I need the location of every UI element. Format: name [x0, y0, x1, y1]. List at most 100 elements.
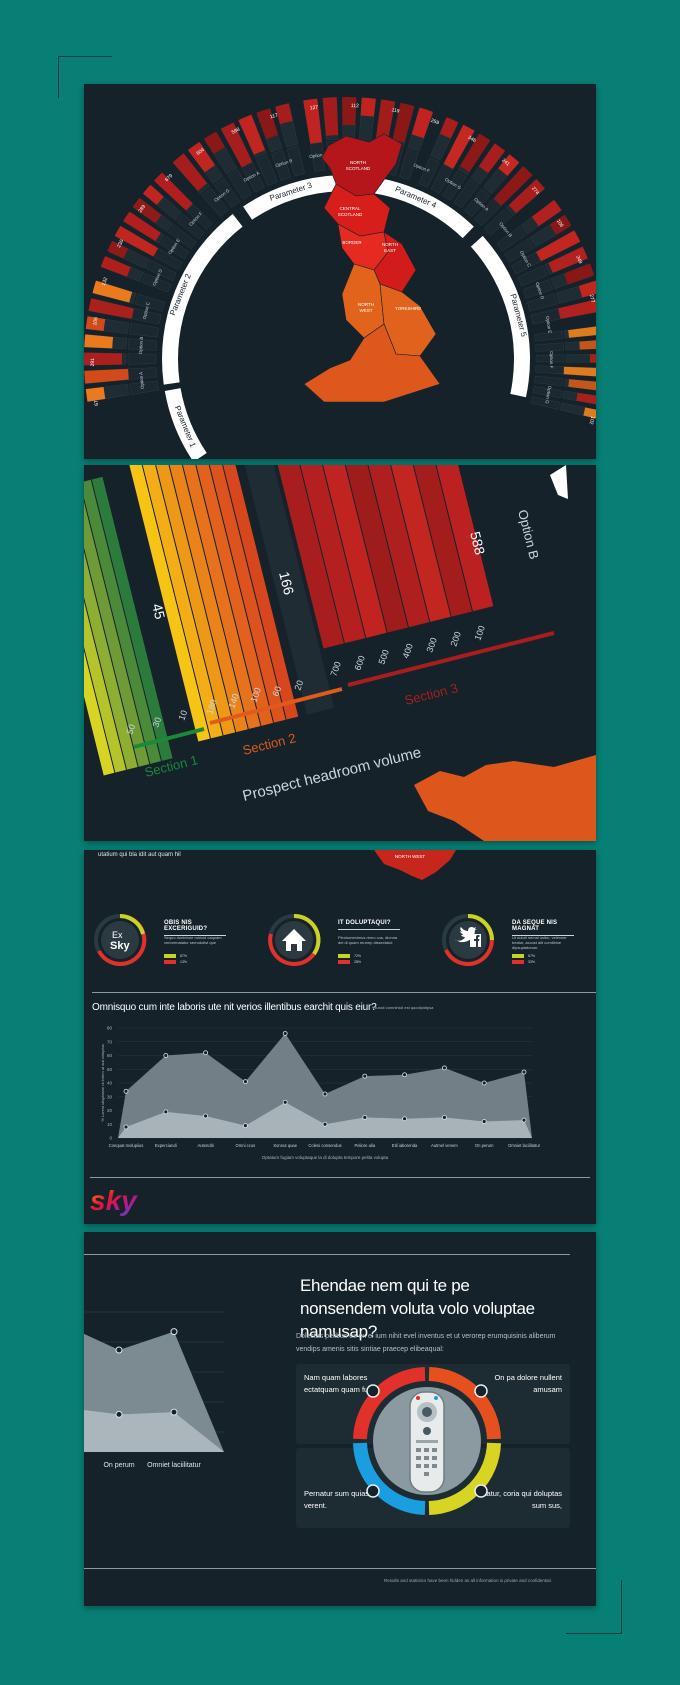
- orange-bar: [125, 465, 210, 742]
- stat-bar-green: [338, 954, 350, 958]
- chart-subtitle: Vilussit comnihicil est quodipidipsa: [372, 1005, 434, 1010]
- data-point: [163, 1109, 169, 1115]
- ring-inner-segment: [286, 145, 305, 177]
- ring-bar: [576, 392, 596, 405]
- parameter-arc: [243, 175, 341, 220]
- ring-inner-segment: [160, 235, 190, 260]
- outer-value: 274: [530, 186, 540, 196]
- ring-inner-segment: [535, 342, 565, 352]
- ring-inner-segment: [176, 213, 205, 240]
- region-label: CENTRAL: [339, 206, 361, 211]
- divider: [90, 1177, 590, 1178]
- outer-value: 50: [595, 336, 596, 342]
- ring-inner-segment: [535, 354, 565, 363]
- stat-bar-label: 72%: [354, 954, 362, 958]
- ring-bar: [392, 102, 415, 143]
- outer-value: 679: [164, 173, 174, 183]
- orange-bar: [150, 465, 236, 736]
- ring-inner-segment: [430, 163, 454, 194]
- stat-bar-red: [338, 960, 350, 964]
- ring-bar: [568, 379, 596, 391]
- region-label: NORTH: [350, 160, 366, 165]
- outer-value: 112: [351, 103, 359, 109]
- stat-bar-label: 33%: [528, 960, 536, 964]
- ring-bar: [360, 97, 376, 117]
- data-point: [521, 1069, 527, 1075]
- map-region: [321, 133, 403, 197]
- data-point: [282, 1031, 288, 1036]
- ring-inner-segment: [442, 171, 467, 201]
- map-fragment: [414, 755, 596, 841]
- ring-segment-orange: [428, 1367, 501, 1440]
- outer-value: 346: [467, 135, 477, 144]
- ring-bar: [554, 299, 596, 320]
- ring-bar: [107, 240, 129, 259]
- data-point: [481, 1119, 487, 1124]
- divider: [84, 1568, 596, 1569]
- ring-inner-segment: [517, 265, 548, 287]
- svg-text:Sky: Sky: [110, 940, 130, 952]
- ring-bar: [322, 97, 339, 136]
- y-tick-label: 50: [107, 1067, 113, 1072]
- section-heading: Ehendae nem qui te pe nonsendem voluta v…: [300, 1276, 535, 1341]
- ring-bar: [132, 197, 162, 224]
- area-chart: 0 10 20 30 40 50 60 70 80 Conquat molupiius Experc…: [100, 1026, 541, 1161]
- ring-bar: [531, 199, 562, 227]
- stat-bar-label: 67%: [528, 954, 536, 958]
- stat-block-2: IT DOLUPTAQUI? Pleniumenimus remo cus, d…: [264, 910, 414, 990]
- ring-inner-segment: [127, 353, 157, 365]
- data-point: [481, 1080, 487, 1086]
- ring-inner-segment: [532, 386, 562, 399]
- svg-text:sky: sky: [90, 1185, 138, 1216]
- y-tick-label: 80: [107, 1026, 113, 1031]
- data-point: [362, 1114, 368, 1120]
- data-point: [203, 1050, 208, 1056]
- green-bar: [84, 488, 127, 773]
- option-label: Option D: [152, 268, 164, 287]
- twitter-facebook-icon: [442, 914, 494, 966]
- option-label: Option B: [275, 158, 293, 168]
- ring-inner-segment: [129, 323, 159, 338]
- ring-inner-segment: [453, 179, 479, 209]
- option-label: Option G: [544, 385, 552, 404]
- headroom-zoom-panel: 45 166 588 Option B 50 30 10 180 140 100 60 20 700 60…: [84, 465, 596, 841]
- series-area: [118, 1102, 532, 1138]
- ring-inner-segment: [129, 380, 159, 395]
- remote-info-panel: On perum Omniet laciilitatur Ehendae nem …: [84, 1232, 596, 1606]
- remote-control-icon: [409, 1391, 445, 1493]
- ring-inner-segment: [168, 224, 197, 250]
- orange-bar: [138, 465, 223, 739]
- ring-bar: [220, 122, 255, 172]
- red-bar: [303, 465, 387, 638]
- region-label: SCOTLAND: [338, 212, 363, 217]
- stat-text: Pleniumenimus remo cus, dionna del di qu…: [338, 935, 398, 945]
- stat-block-1: Ex Sky OBIS NIS EXCERIGUID? Sequo duniet…: [90, 910, 240, 990]
- data-point: [282, 1099, 288, 1105]
- x-tick-label: On perum: [475, 1143, 494, 1148]
- data-point: [242, 1123, 248, 1129]
- ring-bar: [460, 133, 491, 172]
- outer-value: 249: [574, 255, 583, 265]
- svg-text:Ex: Ex: [112, 930, 123, 940]
- region-label: NORTH: [358, 302, 374, 307]
- x-tick-label: Experciandi: [155, 1143, 177, 1148]
- option-label: Option A: [138, 372, 145, 390]
- ring-bar: [85, 316, 106, 331]
- x-tick-label: Omniet laciilitatur: [147, 1462, 201, 1469]
- section-description: Dolectas pelibus es ex el ium nihit evel…: [296, 1333, 556, 1353]
- outer-value: 587: [595, 375, 596, 384]
- ring-bar: [441, 124, 475, 173]
- y-tick-label: 0: [109, 1136, 112, 1141]
- parameter-arc: [164, 388, 207, 459]
- ring-inner-segment: [474, 198, 502, 226]
- red-bar: [324, 465, 408, 633]
- ring-bar: [92, 280, 133, 303]
- ring-bar: [549, 214, 572, 235]
- red-bar: [367, 465, 451, 622]
- ring-inner-segment: [496, 226, 526, 252]
- stat-text: Sequo dunieture noricid caquam veriorena…: [164, 935, 222, 945]
- region-label: EAST: [384, 248, 396, 253]
- section-line: [347, 631, 555, 687]
- map-label: NORTH WEST: [395, 854, 425, 859]
